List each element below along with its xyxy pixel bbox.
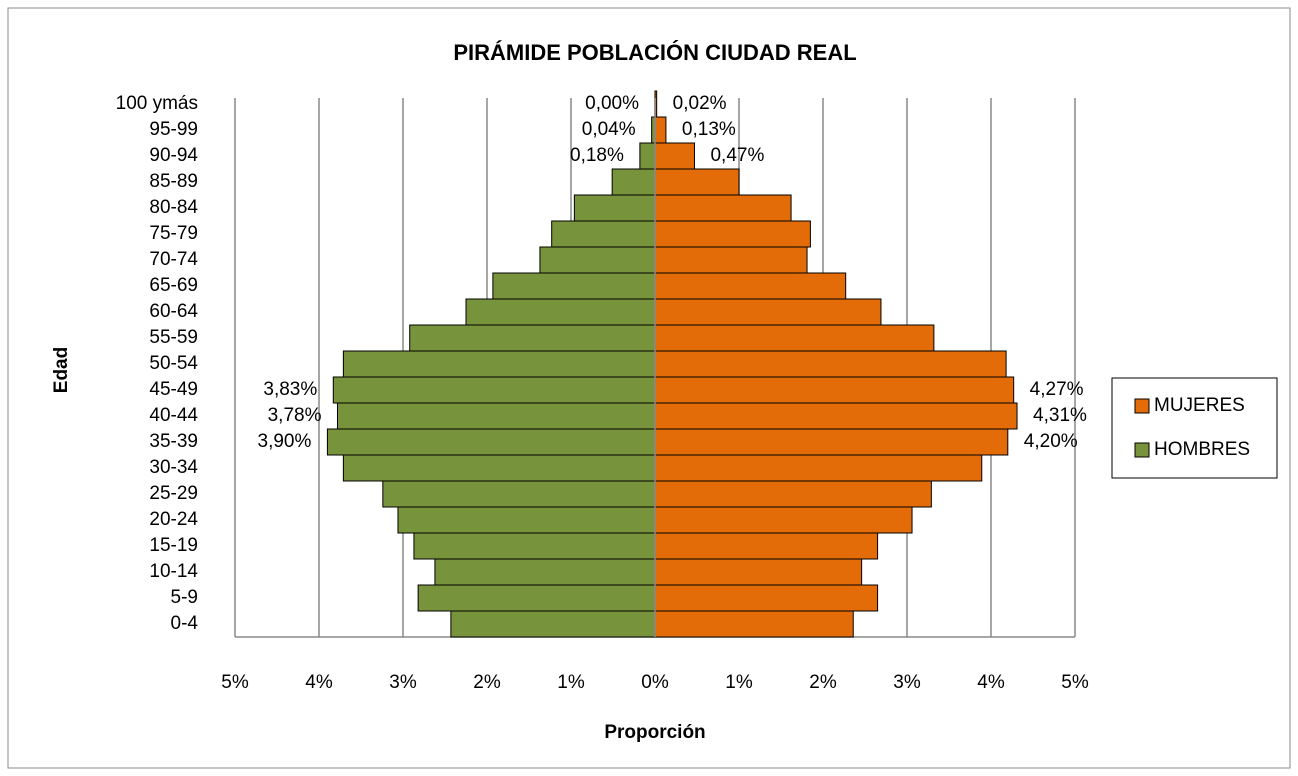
legend-box — [1111, 377, 1278, 479]
y-tick-label: 5-9 — [171, 587, 198, 608]
y-axis-label: Edad — [51, 347, 72, 393]
value-label: 3,78% — [268, 405, 322, 426]
x-axis-label: Proporción — [604, 722, 705, 743]
bar — [417, 584, 656, 612]
bar — [342, 454, 656, 482]
legend-label: HOMBRES — [1154, 439, 1250, 460]
value-label: 0,00% — [585, 93, 639, 114]
chart-title: PIRÁMIDE POBLACIÓN CIUDAD REAL — [453, 40, 856, 65]
bar — [492, 272, 656, 300]
bar — [382, 480, 656, 508]
bar — [639, 142, 656, 170]
value-label: 4,20% — [1024, 431, 1078, 452]
bar — [654, 428, 1009, 456]
bar — [654, 506, 913, 534]
bar — [342, 350, 656, 378]
bar — [654, 376, 1015, 404]
x-tick-label: 4% — [977, 672, 1005, 693]
legend-swatch — [1134, 442, 1150, 458]
bar — [654, 168, 740, 196]
y-tick-label: 80-84 — [149, 197, 198, 218]
y-tick-label: 85-89 — [149, 171, 198, 192]
bar — [654, 246, 808, 274]
bar — [434, 558, 656, 586]
bar — [654, 584, 879, 612]
y-tick-label: 50-54 — [149, 353, 198, 374]
legend-swatch — [1134, 398, 1150, 414]
y-tick-label: 0-4 — [171, 613, 199, 634]
bar — [611, 168, 656, 196]
y-tick-label: 10-14 — [149, 561, 198, 582]
y-tick-label: 95-99 — [149, 119, 198, 140]
value-label: 0,47% — [710, 145, 764, 166]
y-tick-label: 55-59 — [149, 327, 198, 348]
y-tick-label: 30-34 — [149, 457, 198, 478]
bar — [654, 298, 882, 326]
y-tick-label: 20-24 — [149, 509, 198, 530]
x-tick-label: 3% — [893, 672, 921, 693]
value-label: 3,83% — [263, 379, 317, 400]
value-label: 0,13% — [682, 119, 736, 140]
bar — [654, 454, 983, 482]
y-tick-label: 65-69 — [149, 275, 198, 296]
bar — [332, 376, 656, 404]
bar — [409, 324, 656, 352]
x-tick-label: 5% — [221, 672, 249, 693]
x-tick-label: 2% — [809, 672, 837, 693]
bar — [551, 220, 656, 248]
y-tick-label: 70-74 — [149, 249, 198, 270]
bar — [450, 610, 656, 638]
y-tick-label: 100 ymás — [116, 93, 198, 114]
x-tick-label: 0% — [641, 672, 669, 693]
bar — [654, 272, 847, 300]
bar — [654, 350, 1007, 378]
y-tick-label: 35-39 — [149, 431, 198, 452]
bar — [413, 532, 656, 560]
bar — [654, 402, 1018, 430]
value-label: 0,02% — [673, 93, 727, 114]
bar — [654, 610, 854, 638]
bar — [573, 194, 656, 222]
bar — [539, 246, 656, 274]
value-label: 4,27% — [1030, 379, 1084, 400]
y-tick-label: 45-49 — [149, 379, 198, 400]
bar — [654, 116, 667, 144]
y-tick-label: 90-94 — [149, 145, 198, 166]
bar — [654, 480, 932, 508]
y-tick-label: 60-64 — [149, 301, 198, 322]
bar — [326, 428, 656, 456]
legend-label: MUJERES — [1154, 395, 1245, 416]
value-label: 4,31% — [1033, 405, 1087, 426]
value-label: 0,18% — [570, 145, 624, 166]
value-label: 0,04% — [582, 119, 636, 140]
bar — [654, 558, 863, 586]
bar — [654, 142, 695, 170]
x-tick-label: 5% — [1061, 672, 1089, 693]
x-tick-label: 4% — [305, 672, 333, 693]
y-tick-label: 25-29 — [149, 483, 198, 504]
y-tick-label: 40-44 — [149, 405, 198, 426]
x-tick-label: 2% — [473, 672, 501, 693]
bar — [654, 220, 811, 248]
x-tick-label: 3% — [389, 672, 417, 693]
x-tick-label: 1% — [557, 672, 585, 693]
bar — [465, 298, 656, 326]
bar — [336, 402, 656, 430]
bar — [654, 324, 935, 352]
bar — [654, 532, 879, 560]
y-tick-label: 15-19 — [149, 535, 198, 556]
x-tick-label: 1% — [725, 672, 753, 693]
value-label: 3,90% — [258, 431, 312, 452]
bar — [397, 506, 656, 534]
y-tick-label: 75-79 — [149, 223, 198, 244]
bar — [654, 194, 792, 222]
